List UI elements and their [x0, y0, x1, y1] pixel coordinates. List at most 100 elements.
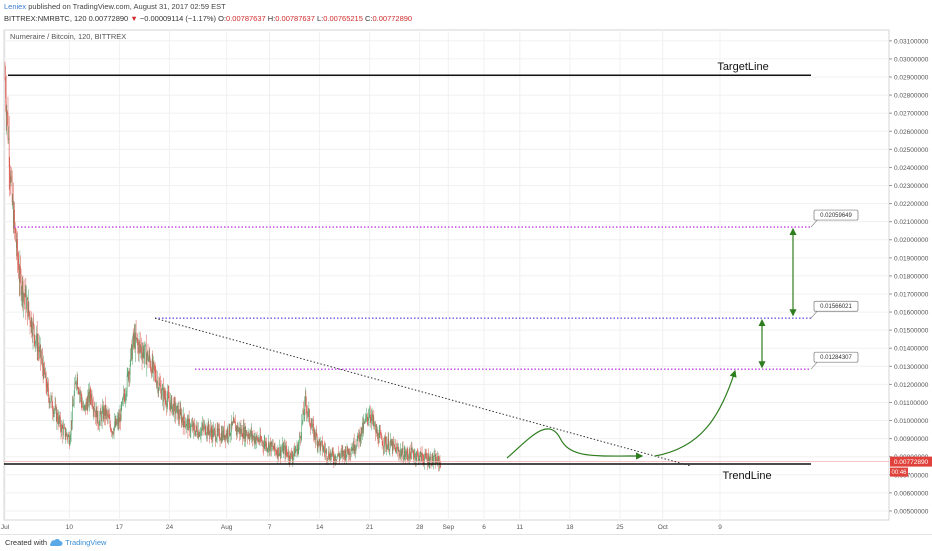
projection-arrow-1[interactable]	[506, 428, 644, 460]
candle-body	[108, 415, 109, 418]
candle-body	[80, 393, 81, 395]
candle-body	[213, 429, 214, 437]
candle-body	[135, 332, 136, 350]
candle-body	[33, 322, 34, 326]
candle-body	[99, 417, 101, 425]
footer: Created with TradingView	[0, 534, 932, 551]
candle-body	[233, 419, 235, 423]
trend-line-label: TrendLine	[722, 470, 771, 482]
candle-body	[421, 452, 422, 462]
candle-body	[8, 138, 10, 168]
candle-body	[203, 425, 205, 430]
candle-body	[24, 288, 26, 298]
candle-body	[271, 442, 272, 452]
candle-body	[121, 404, 123, 405]
candle-body	[333, 458, 335, 462]
candle-body	[329, 457, 331, 461]
x-tick-label: 25	[616, 524, 624, 531]
candle-body	[222, 430, 223, 441]
candle-body	[264, 440, 266, 444]
candle-body	[91, 394, 93, 405]
candle-body	[362, 422, 363, 434]
descending-trendline[interactable]	[154, 317, 691, 467]
candle-body	[393, 441, 394, 446]
candle-body	[30, 322, 31, 328]
candle-body	[341, 451, 342, 452]
candle-body	[285, 446, 286, 456]
candle-body	[156, 379, 157, 386]
x-axis[interactable]: Jul 10 17 24 Aug 7 14 21 28 Sep 6 11 18 25 Oct 9	[1, 524, 722, 531]
candle-body	[168, 396, 170, 402]
candle-body	[305, 396, 307, 406]
candle-body	[388, 439, 390, 451]
candle-body	[224, 435, 226, 439]
level-callout-box	[813, 300, 859, 312]
candle-body	[64, 426, 65, 428]
candle-body	[221, 433, 223, 441]
candle-body	[136, 337, 137, 339]
candle-body	[93, 408, 95, 411]
y-tick-label: 0.02600000	[894, 129, 929, 136]
candle-body	[424, 452, 426, 458]
candle-body	[349, 449, 350, 455]
candle-body	[247, 434, 248, 437]
candle-body	[48, 387, 49, 397]
candle-body	[75, 382, 77, 386]
candle-body	[290, 452, 291, 461]
candle-body	[136, 337, 138, 343]
candle-body	[172, 403, 174, 407]
candle-body	[257, 439, 259, 441]
candle-body	[164, 397, 166, 399]
candle-body	[43, 363, 45, 378]
candle-body	[437, 456, 438, 464]
candle-body	[37, 345, 39, 352]
candle-body	[331, 453, 332, 457]
candle-body	[147, 351, 148, 357]
candle-body	[9, 167, 11, 175]
current-price-tag	[890, 456, 932, 467]
candle-body	[8, 138, 9, 140]
candle-body	[223, 428, 225, 439]
candle-body	[274, 443, 275, 450]
candle-body	[241, 428, 243, 437]
candle-body	[122, 397, 124, 399]
candle-body	[90, 396, 92, 399]
created-with: Created with TradingView	[5, 538, 106, 547]
candle-body	[175, 411, 177, 414]
candle-body	[98, 424, 100, 426]
candle-body	[113, 427, 115, 434]
candle-body	[324, 447, 325, 451]
candle-body	[115, 419, 117, 426]
tradingview-brand[interactable]: TradingView	[65, 538, 107, 547]
candle-body	[436, 462, 438, 464]
candle-body	[85, 404, 86, 411]
candle-body	[427, 458, 428, 464]
y-axis[interactable]: 0.03100000 0.03000000 0.02900000 0.02800000…	[889, 38, 932, 515]
candle-body	[85, 401, 87, 411]
y-tick-label: 0.00700000	[894, 472, 929, 479]
candle-body	[145, 344, 147, 365]
y-tick-label: 0.01100000	[894, 400, 928, 407]
author-link[interactable]: Leniex	[4, 2, 27, 11]
price-chart[interactable]: Numeraire / Bitcoin, 120, BITTREX Target…	[0, 28, 932, 534]
candle-body	[415, 457, 417, 460]
candle-body	[369, 413, 371, 418]
candle-body	[372, 413, 373, 421]
candle-body	[387, 445, 388, 450]
candle-body	[308, 409, 310, 411]
candle-body	[114, 421, 115, 428]
projection-arrow-2[interactable]	[654, 369, 737, 457]
candle-body	[66, 433, 67, 437]
candle-body	[50, 397, 52, 403]
candle-body	[291, 453, 292, 458]
candle-body	[230, 432, 232, 435]
candle-body	[422, 457, 424, 462]
plot-area[interactable]	[3, 29, 890, 521]
candle-body	[385, 439, 387, 448]
candle-body	[207, 426, 208, 435]
candle-body	[241, 428, 242, 434]
candle-body	[130, 350, 132, 365]
candle-body	[215, 440, 217, 441]
candle-body	[306, 412, 308, 414]
candle-body	[179, 416, 180, 419]
